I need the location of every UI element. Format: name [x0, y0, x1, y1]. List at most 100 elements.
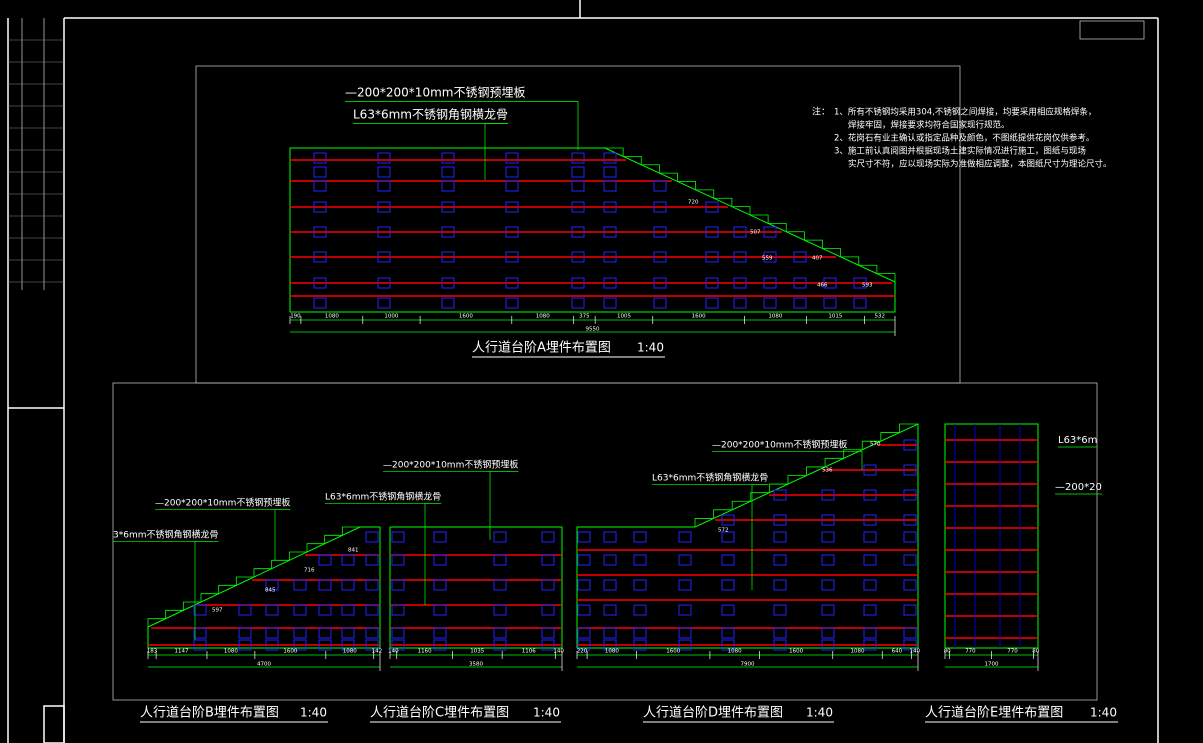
embed-plate — [541, 531, 555, 543]
embed-plate — [313, 201, 327, 213]
outline — [289, 147, 896, 313]
dim-text: 220 — [577, 649, 588, 655]
note-line: 实尺寸不符，应以现场实际为准做相应调整，本图纸尺寸为理论尺寸。 — [848, 159, 1112, 170]
embed-plate — [603, 639, 617, 651]
dim-text: 1015 — [828, 314, 842, 320]
drawing-2: 140 1160 1035 1106 140 3580 —200*200*10mm不锈钢预埋… — [325, 459, 564, 723]
embed-plate — [773, 531, 787, 543]
embed-plate — [678, 554, 692, 566]
leader — [194, 540, 219, 640]
embed-plate — [903, 554, 917, 566]
embed-plate — [505, 226, 519, 238]
embed-plate — [903, 439, 917, 451]
step-dim: 716 — [304, 568, 315, 574]
embed-plate — [821, 531, 835, 543]
embed-plate — [571, 297, 585, 309]
leader — [274, 508, 291, 560]
callout: L63*6mm不锈钢角钢横龙骨 — [353, 108, 508, 122]
embed-plate — [541, 627, 555, 639]
embed-plate — [721, 531, 735, 543]
embed-plate — [265, 579, 279, 591]
embed-plate — [493, 554, 507, 566]
embed-plate — [341, 604, 355, 616]
embed-plate — [821, 579, 835, 591]
embed-plate — [633, 604, 647, 616]
embed-plate — [505, 277, 519, 289]
dim-text: 1147 — [175, 649, 189, 655]
callout: —200*200*10mm不锈钢预埋板 — [383, 459, 518, 471]
dim-text: 770 — [1007, 649, 1018, 655]
embed-plate — [863, 627, 877, 639]
embed-plate — [773, 579, 787, 591]
embed-plate — [313, 152, 327, 164]
embed-plate — [603, 201, 617, 213]
embed-plate — [733, 277, 747, 289]
embed-plate — [653, 226, 667, 238]
embed-plate — [433, 531, 447, 543]
outline — [944, 423, 1039, 649]
embed-plate — [541, 604, 555, 616]
step-dim: 572 — [718, 528, 729, 534]
embed-plate — [733, 226, 747, 238]
dim-text: 532 — [875, 314, 886, 320]
embed-plate — [377, 251, 391, 263]
embed-plate — [238, 627, 252, 639]
embed-plate — [721, 554, 735, 566]
embed-plate — [773, 489, 787, 501]
embed-plate — [603, 277, 617, 289]
embed-plate — [863, 514, 877, 526]
leader — [484, 123, 508, 180]
embed-plate — [603, 180, 617, 192]
embed-plate — [293, 639, 307, 651]
embed-plate — [653, 251, 667, 263]
embed-plate — [603, 604, 617, 616]
embed-plate — [577, 627, 591, 639]
embed-plate — [505, 166, 519, 178]
embed-plate — [391, 531, 405, 543]
dim-text: 142 — [372, 649, 383, 655]
dim-text: 80 — [1032, 649, 1039, 655]
stair-steps — [694, 423, 918, 527]
embed-plate — [318, 579, 332, 591]
callout: L63*6mm不锈钢角钢横龙骨 — [652, 472, 768, 484]
dim-text: 183 — [147, 649, 158, 655]
embed-plate — [313, 297, 327, 309]
embed-plate — [863, 639, 877, 651]
leader — [525, 101, 579, 150]
dim-text: 1080 — [536, 314, 550, 320]
embed-plate — [603, 166, 617, 178]
embed-plate — [441, 166, 455, 178]
embed-plate — [678, 627, 692, 639]
dim-total: 9550 — [586, 327, 600, 333]
embed-plate — [505, 201, 519, 213]
embed-plate — [493, 579, 507, 591]
embed-plate — [863, 554, 877, 566]
embed-plate — [793, 297, 807, 309]
embed-plate — [377, 152, 391, 164]
note-line: 3、施工前认真阅图并根据现场土建实际情况进行施工，图纸与现场 — [834, 146, 1086, 157]
step-dim: 845 — [265, 588, 276, 594]
dim-text: 1080 — [728, 649, 742, 655]
embed-plate — [313, 251, 327, 263]
embed-plate — [293, 627, 307, 639]
embed-plate — [793, 251, 807, 263]
embed-plate — [633, 627, 647, 639]
embed-plate — [773, 639, 787, 651]
embed-plate — [721, 639, 735, 651]
embed-plate — [705, 201, 719, 213]
callout: —200*200*10mm不锈钢预埋板 — [345, 86, 525, 100]
embed-plate — [265, 604, 279, 616]
embed-plate — [313, 226, 327, 238]
embed-plate — [571, 251, 585, 263]
embed-plate — [391, 554, 405, 566]
embed-plate — [678, 604, 692, 616]
step-dim: 593 — [862, 283, 873, 289]
embed-plate — [493, 639, 507, 651]
embed-plate — [705, 251, 719, 263]
embed-plate — [193, 639, 207, 651]
dim-text: 1035 — [470, 649, 484, 655]
embed-plate — [238, 604, 252, 616]
embed-plate — [603, 579, 617, 591]
